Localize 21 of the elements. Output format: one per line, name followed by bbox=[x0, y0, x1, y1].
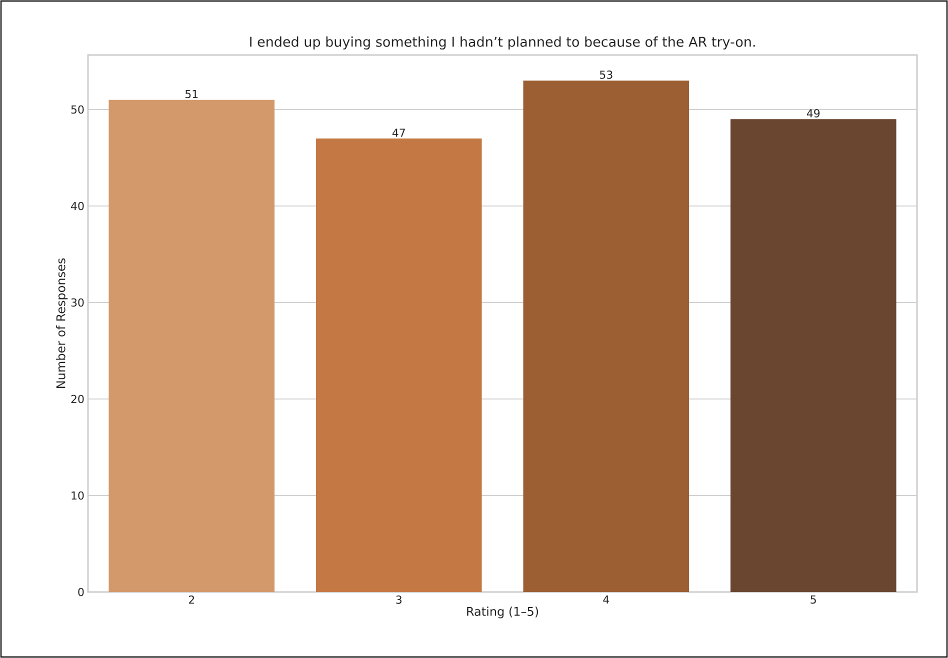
data-label: 53 bbox=[600, 70, 612, 79]
data-label: 49 bbox=[806, 109, 820, 118]
chart-title: I ended up buying something I hadn’t planned to because of the AR try-on. bbox=[250, 36, 755, 50]
y-axis-title: Number of Responses bbox=[56, 258, 68, 388]
y-tick-label: 50 bbox=[71, 105, 84, 114]
bar bbox=[108, 100, 275, 592]
y-tick-label: 40 bbox=[71, 202, 84, 210]
bar bbox=[316, 138, 482, 592]
data-label: 51 bbox=[185, 90, 198, 98]
y-tick-label: 10 bbox=[72, 491, 84, 500]
x-tick-label: 3 bbox=[396, 596, 402, 604]
bar bbox=[523, 80, 690, 592]
bar bbox=[730, 119, 896, 592]
x-axis-title: Rating (1–5) bbox=[467, 606, 538, 618]
x-tick-label: 4 bbox=[603, 596, 610, 604]
data-label: 47 bbox=[392, 128, 405, 137]
y-tick-label: 0 bbox=[78, 588, 84, 596]
x-tick-label: 5 bbox=[810, 596, 816, 604]
y-tick-label: 20 bbox=[71, 394, 84, 404]
x-tick-label: 2 bbox=[188, 596, 194, 604]
y-tick-label: 30 bbox=[71, 298, 84, 307]
